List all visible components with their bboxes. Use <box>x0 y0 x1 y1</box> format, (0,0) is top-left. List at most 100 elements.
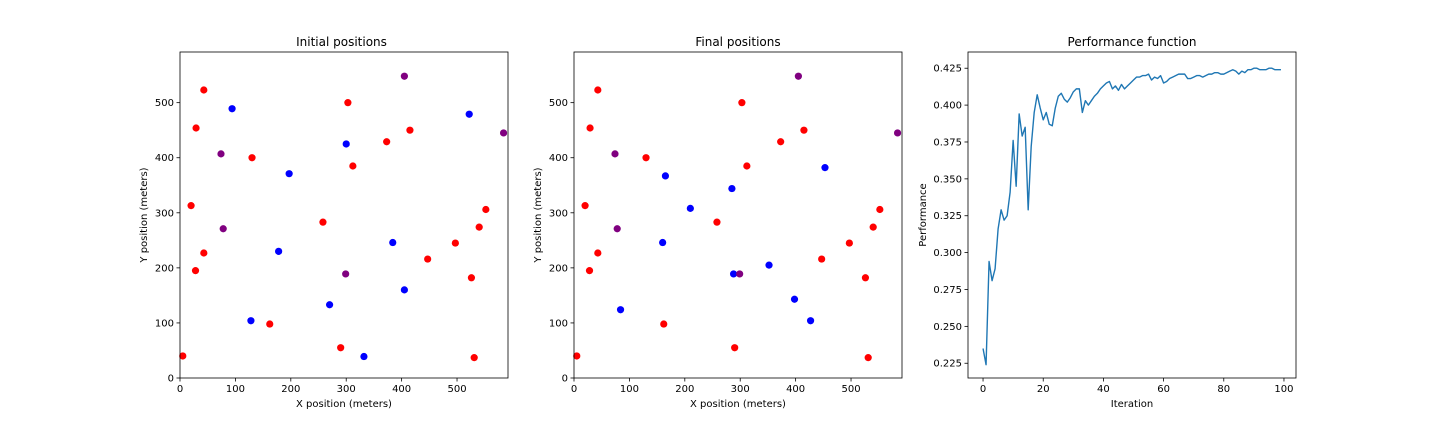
data-point <box>573 352 581 360</box>
data-point <box>266 320 274 328</box>
x-tick-label: 500 <box>447 384 466 395</box>
data-point <box>616 306 625 314</box>
data-point <box>738 99 746 107</box>
data-point <box>818 255 826 263</box>
data-point <box>383 138 391 146</box>
y-tick-label: 0.275 <box>933 285 962 296</box>
data-point <box>731 344 739 352</box>
chart-title: Final positions <box>695 35 780 49</box>
data-point <box>499 129 508 137</box>
data-point <box>187 202 195 210</box>
data-point <box>200 86 208 94</box>
y-tick-label: 0.225 <box>933 359 962 370</box>
x-axis-label: Iteration <box>1111 399 1153 410</box>
data-point <box>729 270 738 278</box>
data-point <box>821 164 829 172</box>
x-tick-label: 100 <box>620 384 639 395</box>
y-tick-label: 0.325 <box>933 211 962 222</box>
data-point <box>686 204 694 212</box>
y-tick-label: 300 <box>155 208 174 219</box>
data-point <box>248 154 256 162</box>
x-tick-label: 0 <box>177 384 183 395</box>
plot-area <box>573 72 902 362</box>
data-point <box>217 150 225 158</box>
y-tick-label: 500 <box>155 98 174 109</box>
x-tick-label: 500 <box>841 384 860 395</box>
data-point <box>400 286 408 294</box>
data-point <box>319 218 327 226</box>
data-point <box>736 270 744 278</box>
data-point <box>806 317 815 325</box>
y-axis-label: Performance <box>918 183 929 246</box>
data-point <box>661 172 670 180</box>
data-point <box>642 154 650 162</box>
y-tick-label: 0.400 <box>933 101 962 112</box>
data-point <box>285 170 293 178</box>
data-point <box>247 317 255 325</box>
data-point <box>200 249 208 257</box>
chart-title: Performance function <box>1068 35 1197 49</box>
y-tick-label: 0.250 <box>933 322 962 333</box>
data-point <box>876 205 884 214</box>
performance-line <box>982 67 1281 366</box>
data-point <box>728 184 736 193</box>
data-point <box>451 239 459 247</box>
data-point <box>482 205 490 214</box>
data-point <box>228 105 236 113</box>
data-point <box>191 267 200 275</box>
data-point <box>179 352 187 360</box>
data-point <box>864 354 872 362</box>
final-positions-panel: Final positions X position (meters) Y po… <box>533 35 903 410</box>
data-point <box>585 267 594 275</box>
data-point <box>406 126 414 134</box>
data-point <box>594 249 602 257</box>
y-tick-label: 100 <box>155 318 174 329</box>
data-point <box>659 238 667 247</box>
y-tick-label: 0.300 <box>933 248 962 259</box>
data-point <box>861 274 870 282</box>
data-point <box>325 301 334 309</box>
data-point <box>845 239 853 247</box>
x-axis-label: X position (meters) <box>690 399 786 410</box>
chart-title: Initial positions <box>296 35 387 49</box>
data-point <box>344 99 352 107</box>
performance-function-panel: Performance function Iteration Performan… <box>918 35 1297 410</box>
x-axis-label: X position (meters) <box>296 399 392 410</box>
axes-frame <box>573 51 903 379</box>
y-tick-label: 200 <box>155 263 174 274</box>
data-point <box>790 295 799 303</box>
data-point <box>342 140 350 148</box>
data-point <box>713 218 721 226</box>
data-point <box>613 225 621 233</box>
x-tick-label: 100 <box>226 384 245 395</box>
y-tick-label: 0.375 <box>933 137 962 148</box>
x-tick-label: 200 <box>675 384 694 395</box>
data-point <box>360 352 368 361</box>
data-point <box>794 72 802 80</box>
data-point <box>400 72 408 80</box>
axes-frame <box>179 51 509 379</box>
y-axis-label: Y position (meters) <box>533 167 544 263</box>
y-tick-label: 400 <box>549 153 568 164</box>
axes-frame <box>967 51 1297 379</box>
y-tick-label: 300 <box>549 208 568 219</box>
x-tick-label: 300 <box>337 384 356 395</box>
y-tick-label: 0.425 <box>933 64 962 75</box>
y-axis-label: Y position (meters) <box>139 167 150 263</box>
data-point <box>869 223 877 231</box>
data-point <box>275 247 283 255</box>
data-point <box>660 320 668 328</box>
data-point <box>611 150 619 158</box>
data-point <box>342 270 350 278</box>
x-tick-label: 200 <box>281 384 300 395</box>
data-point <box>777 138 785 146</box>
data-point <box>893 129 902 137</box>
y-tick-label: 0.350 <box>933 174 962 185</box>
data-point <box>424 255 432 263</box>
data-point <box>337 344 345 352</box>
data-point <box>470 354 478 362</box>
initial-positions-panel: Initial positions X position (meters) Y … <box>139 35 509 410</box>
data-point <box>349 162 357 170</box>
x-tick-label: 60 <box>1157 384 1170 395</box>
